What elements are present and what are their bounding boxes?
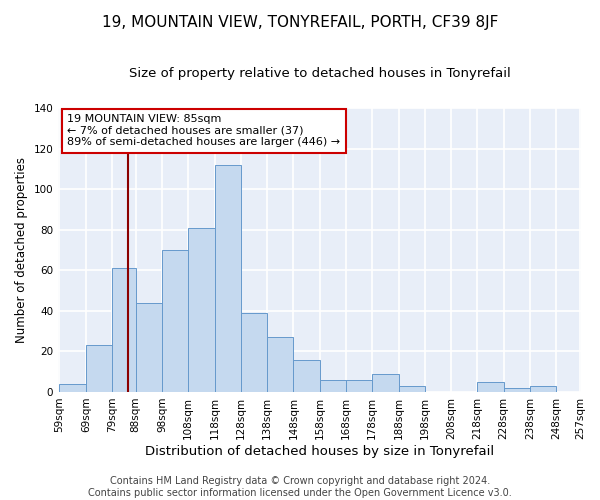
Bar xyxy=(136,302,162,392)
Bar xyxy=(293,360,320,392)
Bar xyxy=(188,228,215,392)
Bar xyxy=(162,250,188,392)
Bar xyxy=(346,380,372,392)
Bar xyxy=(86,346,112,392)
Bar xyxy=(320,380,346,392)
Bar xyxy=(530,386,556,392)
Bar xyxy=(478,382,503,392)
Bar xyxy=(59,384,86,392)
Bar xyxy=(372,374,398,392)
Bar xyxy=(215,165,241,392)
Bar xyxy=(241,313,267,392)
Text: Contains HM Land Registry data © Crown copyright and database right 2024.
Contai: Contains HM Land Registry data © Crown c… xyxy=(88,476,512,498)
Text: 19, MOUNTAIN VIEW, TONYREFAIL, PORTH, CF39 8JF: 19, MOUNTAIN VIEW, TONYREFAIL, PORTH, CF… xyxy=(102,15,498,30)
Bar xyxy=(267,337,293,392)
Bar xyxy=(398,386,425,392)
Title: Size of property relative to detached houses in Tonyrefail: Size of property relative to detached ho… xyxy=(129,68,511,80)
Y-axis label: Number of detached properties: Number of detached properties xyxy=(15,157,28,343)
Bar xyxy=(112,268,136,392)
X-axis label: Distribution of detached houses by size in Tonyrefail: Distribution of detached houses by size … xyxy=(145,444,494,458)
Text: 19 MOUNTAIN VIEW: 85sqm
← 7% of detached houses are smaller (37)
89% of semi-det: 19 MOUNTAIN VIEW: 85sqm ← 7% of detached… xyxy=(67,114,340,148)
Bar xyxy=(503,388,530,392)
